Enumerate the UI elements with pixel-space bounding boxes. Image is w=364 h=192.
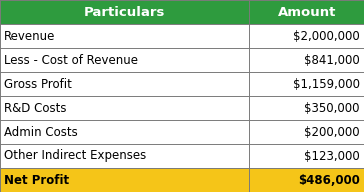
Text: Gross Profit: Gross Profit bbox=[4, 78, 72, 90]
Text: R&D Costs: R&D Costs bbox=[4, 102, 67, 114]
Bar bbox=[0, 144, 249, 168]
Text: $200,000: $200,000 bbox=[304, 126, 360, 138]
Text: $123,000: $123,000 bbox=[304, 150, 360, 162]
Bar bbox=[249, 24, 364, 48]
Text: Revenue: Revenue bbox=[4, 30, 56, 42]
Bar bbox=[0, 168, 249, 192]
Bar bbox=[0, 96, 249, 120]
Bar bbox=[0, 48, 249, 72]
Text: Admin Costs: Admin Costs bbox=[4, 126, 78, 138]
Bar bbox=[249, 72, 364, 96]
Text: $486,000: $486,000 bbox=[298, 174, 360, 186]
Text: $2,000,000: $2,000,000 bbox=[293, 30, 360, 42]
Text: $350,000: $350,000 bbox=[304, 102, 360, 114]
Bar bbox=[249, 48, 364, 72]
Bar bbox=[0, 72, 249, 96]
Text: Less - Cost of Revenue: Less - Cost of Revenue bbox=[4, 54, 138, 66]
Text: Particulars: Particulars bbox=[84, 6, 165, 18]
Bar bbox=[249, 120, 364, 144]
Text: $841,000: $841,000 bbox=[304, 54, 360, 66]
Text: $1,159,000: $1,159,000 bbox=[293, 78, 360, 90]
Bar bbox=[0, 0, 249, 24]
Text: Amount: Amount bbox=[277, 6, 336, 18]
Bar bbox=[0, 120, 249, 144]
Bar bbox=[249, 144, 364, 168]
Text: Net Profit: Net Profit bbox=[4, 174, 70, 186]
Bar bbox=[249, 0, 364, 24]
Text: Other Indirect Expenses: Other Indirect Expenses bbox=[4, 150, 147, 162]
Bar bbox=[249, 96, 364, 120]
Bar bbox=[0, 24, 249, 48]
Bar bbox=[249, 168, 364, 192]
